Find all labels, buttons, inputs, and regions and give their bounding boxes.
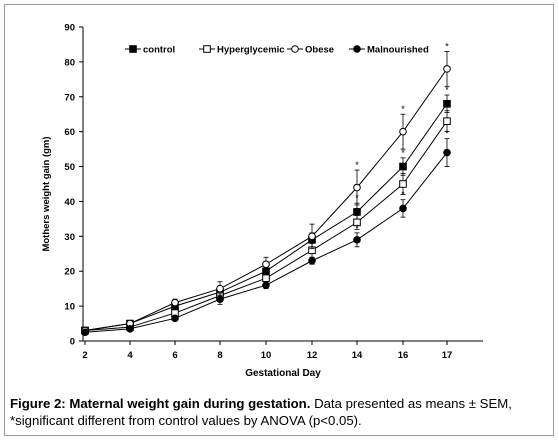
data-point-obese xyxy=(353,183,361,192)
data-point-hyperglycemic xyxy=(262,274,270,282)
significance-asterisk: * xyxy=(445,85,449,95)
legend-marker xyxy=(129,45,137,53)
significance-asterisk: * xyxy=(355,205,359,215)
series-line-hyperglycemic xyxy=(84,120,448,332)
y-tick-label: 60 xyxy=(64,127,75,138)
data-point-malnourished xyxy=(126,324,134,333)
data-point-malnourished xyxy=(443,148,451,157)
y-axis-title: Mothers weight gain (gm) xyxy=(41,136,52,251)
series-hyperglycemic xyxy=(81,110,451,335)
x-tick-label: 8 xyxy=(217,350,222,361)
series-obese xyxy=(81,51,451,335)
significance-asterisk: * xyxy=(355,223,359,233)
figure-panel: 0 10 20 30 40 50 60 70 80 90 2 4 6 8 10 12 14 16 17 Gestati… xyxy=(4,4,554,436)
significance-asterisk: * xyxy=(445,129,449,139)
x-tick-label: 2 xyxy=(82,350,87,361)
x-tick-label: 4 xyxy=(127,350,133,361)
y-tick-label: 10 xyxy=(64,302,75,313)
y-tick-label: 70 xyxy=(64,92,75,103)
data-point-control xyxy=(399,162,407,171)
legend-item-malnourished: Malnourished xyxy=(349,45,429,56)
data-point-obese xyxy=(171,298,179,307)
series-malnourished xyxy=(81,138,451,337)
series-line-malnourished xyxy=(84,152,448,333)
data-point-malnourished xyxy=(353,236,361,244)
x-tick-label: 12 xyxy=(307,350,318,361)
data-point-malnourished xyxy=(81,328,89,337)
data-point-malnourished xyxy=(216,295,224,303)
significance-asterisk: * xyxy=(401,148,405,158)
significance-asterisk: * xyxy=(401,164,405,174)
caption-label: Figure 2: Maternal weight gain during ge… xyxy=(10,396,311,411)
legend-item-control: control xyxy=(125,45,175,56)
figure-caption: Figure 2: Maternal weight gain during ge… xyxy=(10,395,550,429)
y-tick-label: 50 xyxy=(64,162,75,173)
data-point-obese xyxy=(262,260,270,269)
y-tick-label: 40 xyxy=(64,197,75,208)
significance-asterisk: * xyxy=(355,160,359,170)
x-tick-label: 17 xyxy=(442,350,453,361)
significance-asterisk: * xyxy=(355,193,359,203)
legend-label: control xyxy=(143,45,175,56)
data-point-malnourished xyxy=(171,314,179,323)
data-point-hyperglycemic xyxy=(443,117,451,126)
legend-item-hyperglycemic: Hyperglycemic xyxy=(199,45,285,56)
x-tick-label: 16 xyxy=(398,350,409,361)
data-point-control xyxy=(443,99,451,108)
legend-label: Hyperglycemic xyxy=(217,45,285,56)
y-tick-label: 80 xyxy=(64,57,75,68)
data-point-malnourished xyxy=(399,204,407,213)
legend-marker xyxy=(353,45,361,53)
x-tick-label: 6 xyxy=(172,350,177,361)
data-point-obese xyxy=(308,232,316,241)
data-point-obese xyxy=(443,65,451,73)
y-tick-label: 30 xyxy=(64,232,75,243)
caption-text: Data presented as means ± SEM, *signific… xyxy=(10,396,512,428)
data-point-malnourished xyxy=(308,256,316,265)
weight-gain-chart: 0 10 20 30 40 50 60 70 80 90 2 4 6 8 10 12 14 16 17 Gestati… xyxy=(41,23,483,379)
significance-asterisk: * xyxy=(401,104,405,114)
legend-item-obese: Obese xyxy=(287,45,334,56)
y-tick-label: 20 xyxy=(64,267,75,278)
x-axis-title: Gestational Day xyxy=(245,368,321,379)
significance-asterisk: * xyxy=(445,41,449,51)
legend-label: Obese xyxy=(305,45,334,56)
data-point-obese xyxy=(216,284,224,293)
legend-marker xyxy=(291,45,299,53)
legend-label: Malnourished xyxy=(367,45,429,56)
legend-marker xyxy=(203,45,211,53)
data-point-hyperglycemic xyxy=(353,218,361,227)
series-line-obese xyxy=(84,68,448,332)
y-tick-label: 0 xyxy=(70,337,75,348)
series-line-control xyxy=(84,103,448,332)
x-tick-label: 14 xyxy=(352,350,363,361)
data-point-hyperglycemic xyxy=(399,180,407,188)
data-point-obese xyxy=(399,127,407,136)
significance-asterisk: * xyxy=(401,190,405,200)
x-tick-label: 10 xyxy=(261,350,272,361)
y-tick-label: 90 xyxy=(64,23,75,34)
significance-asterisk: * xyxy=(445,101,449,111)
data-point-malnourished xyxy=(262,281,270,289)
